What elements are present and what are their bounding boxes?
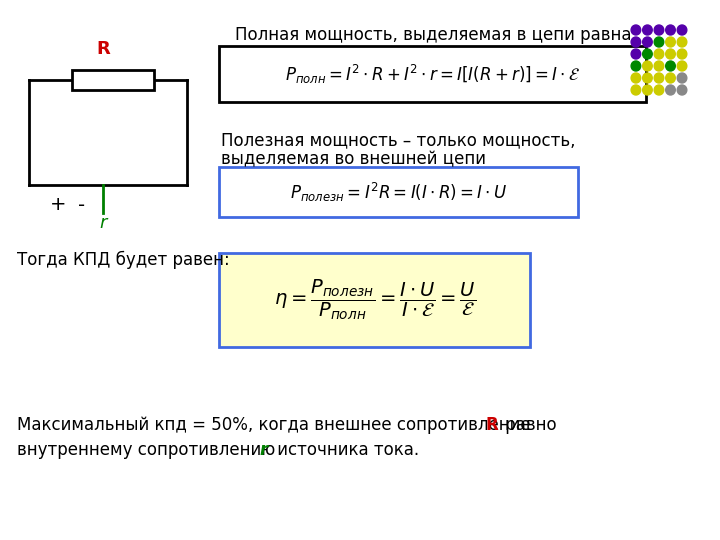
Text: равно: равно: [500, 416, 556, 434]
Text: $P_{\mathit{полезн}} = I^2 R = I(I \cdot R) = I \cdot U$: $P_{\mathit{полезн}} = I^2 R = I(I \cdot…: [290, 180, 507, 204]
Circle shape: [631, 25, 641, 35]
Text: $\eta = \dfrac{P_{\mathit{полезн}}}{P_{\mathit{полн}}} = \dfrac{I \cdot U}{I \cd: $\eta = \dfrac{P_{\mathit{полезн}}}{P_{\…: [274, 278, 476, 322]
Text: R: R: [485, 416, 498, 434]
Circle shape: [678, 49, 687, 59]
Circle shape: [654, 25, 664, 35]
Text: r: r: [99, 214, 107, 232]
Circle shape: [678, 85, 687, 95]
Circle shape: [631, 85, 641, 95]
Circle shape: [631, 37, 641, 47]
Circle shape: [666, 37, 675, 47]
Circle shape: [654, 37, 664, 47]
Text: внутреннему сопротивлению: внутреннему сопротивлению: [17, 441, 281, 459]
Circle shape: [678, 61, 687, 71]
Text: $P_{\mathit{полн}} = I^2 \cdot R + I^2 \cdot r = I\left[I\left(R+r\right)\right]: $P_{\mathit{полн}} = I^2 \cdot R + I^2 \…: [284, 63, 580, 85]
FancyBboxPatch shape: [219, 253, 530, 347]
Text: Тогда КПД будет равен:: Тогда КПД будет равен:: [17, 251, 230, 269]
Text: R: R: [96, 40, 109, 58]
Circle shape: [666, 49, 675, 59]
Circle shape: [678, 37, 687, 47]
Circle shape: [643, 25, 652, 35]
FancyBboxPatch shape: [72, 70, 153, 90]
Circle shape: [643, 85, 652, 95]
Circle shape: [643, 73, 652, 83]
Circle shape: [643, 61, 652, 71]
Text: Полезная мощность – только мощность,: Полезная мощность – только мощность,: [221, 131, 575, 149]
Text: r: r: [259, 441, 268, 459]
Circle shape: [678, 25, 687, 35]
Circle shape: [643, 49, 652, 59]
FancyBboxPatch shape: [219, 167, 578, 217]
Text: Полная мощность, выделяемая в цепи равна: Полная мощность, выделяемая в цепи равна: [235, 26, 632, 44]
Circle shape: [631, 73, 641, 83]
Circle shape: [666, 73, 675, 83]
Circle shape: [678, 73, 687, 83]
Text: выделяемая во внешней цепи: выделяемая во внешней цепи: [221, 150, 486, 168]
Circle shape: [631, 49, 641, 59]
Circle shape: [654, 49, 664, 59]
Circle shape: [666, 25, 675, 35]
Text: Максимальный кпд = 50%, когда внешнее сопротивление: Максимальный кпд = 50%, когда внешнее со…: [17, 416, 536, 434]
Circle shape: [666, 61, 675, 71]
Text: -: -: [78, 195, 85, 214]
Circle shape: [654, 61, 664, 71]
Circle shape: [654, 85, 664, 95]
Circle shape: [631, 61, 641, 71]
FancyBboxPatch shape: [219, 46, 646, 102]
Text: +: +: [50, 195, 66, 214]
Circle shape: [643, 37, 652, 47]
Text: источника тока.: источника тока.: [272, 441, 419, 459]
Circle shape: [666, 85, 675, 95]
Circle shape: [654, 73, 664, 83]
